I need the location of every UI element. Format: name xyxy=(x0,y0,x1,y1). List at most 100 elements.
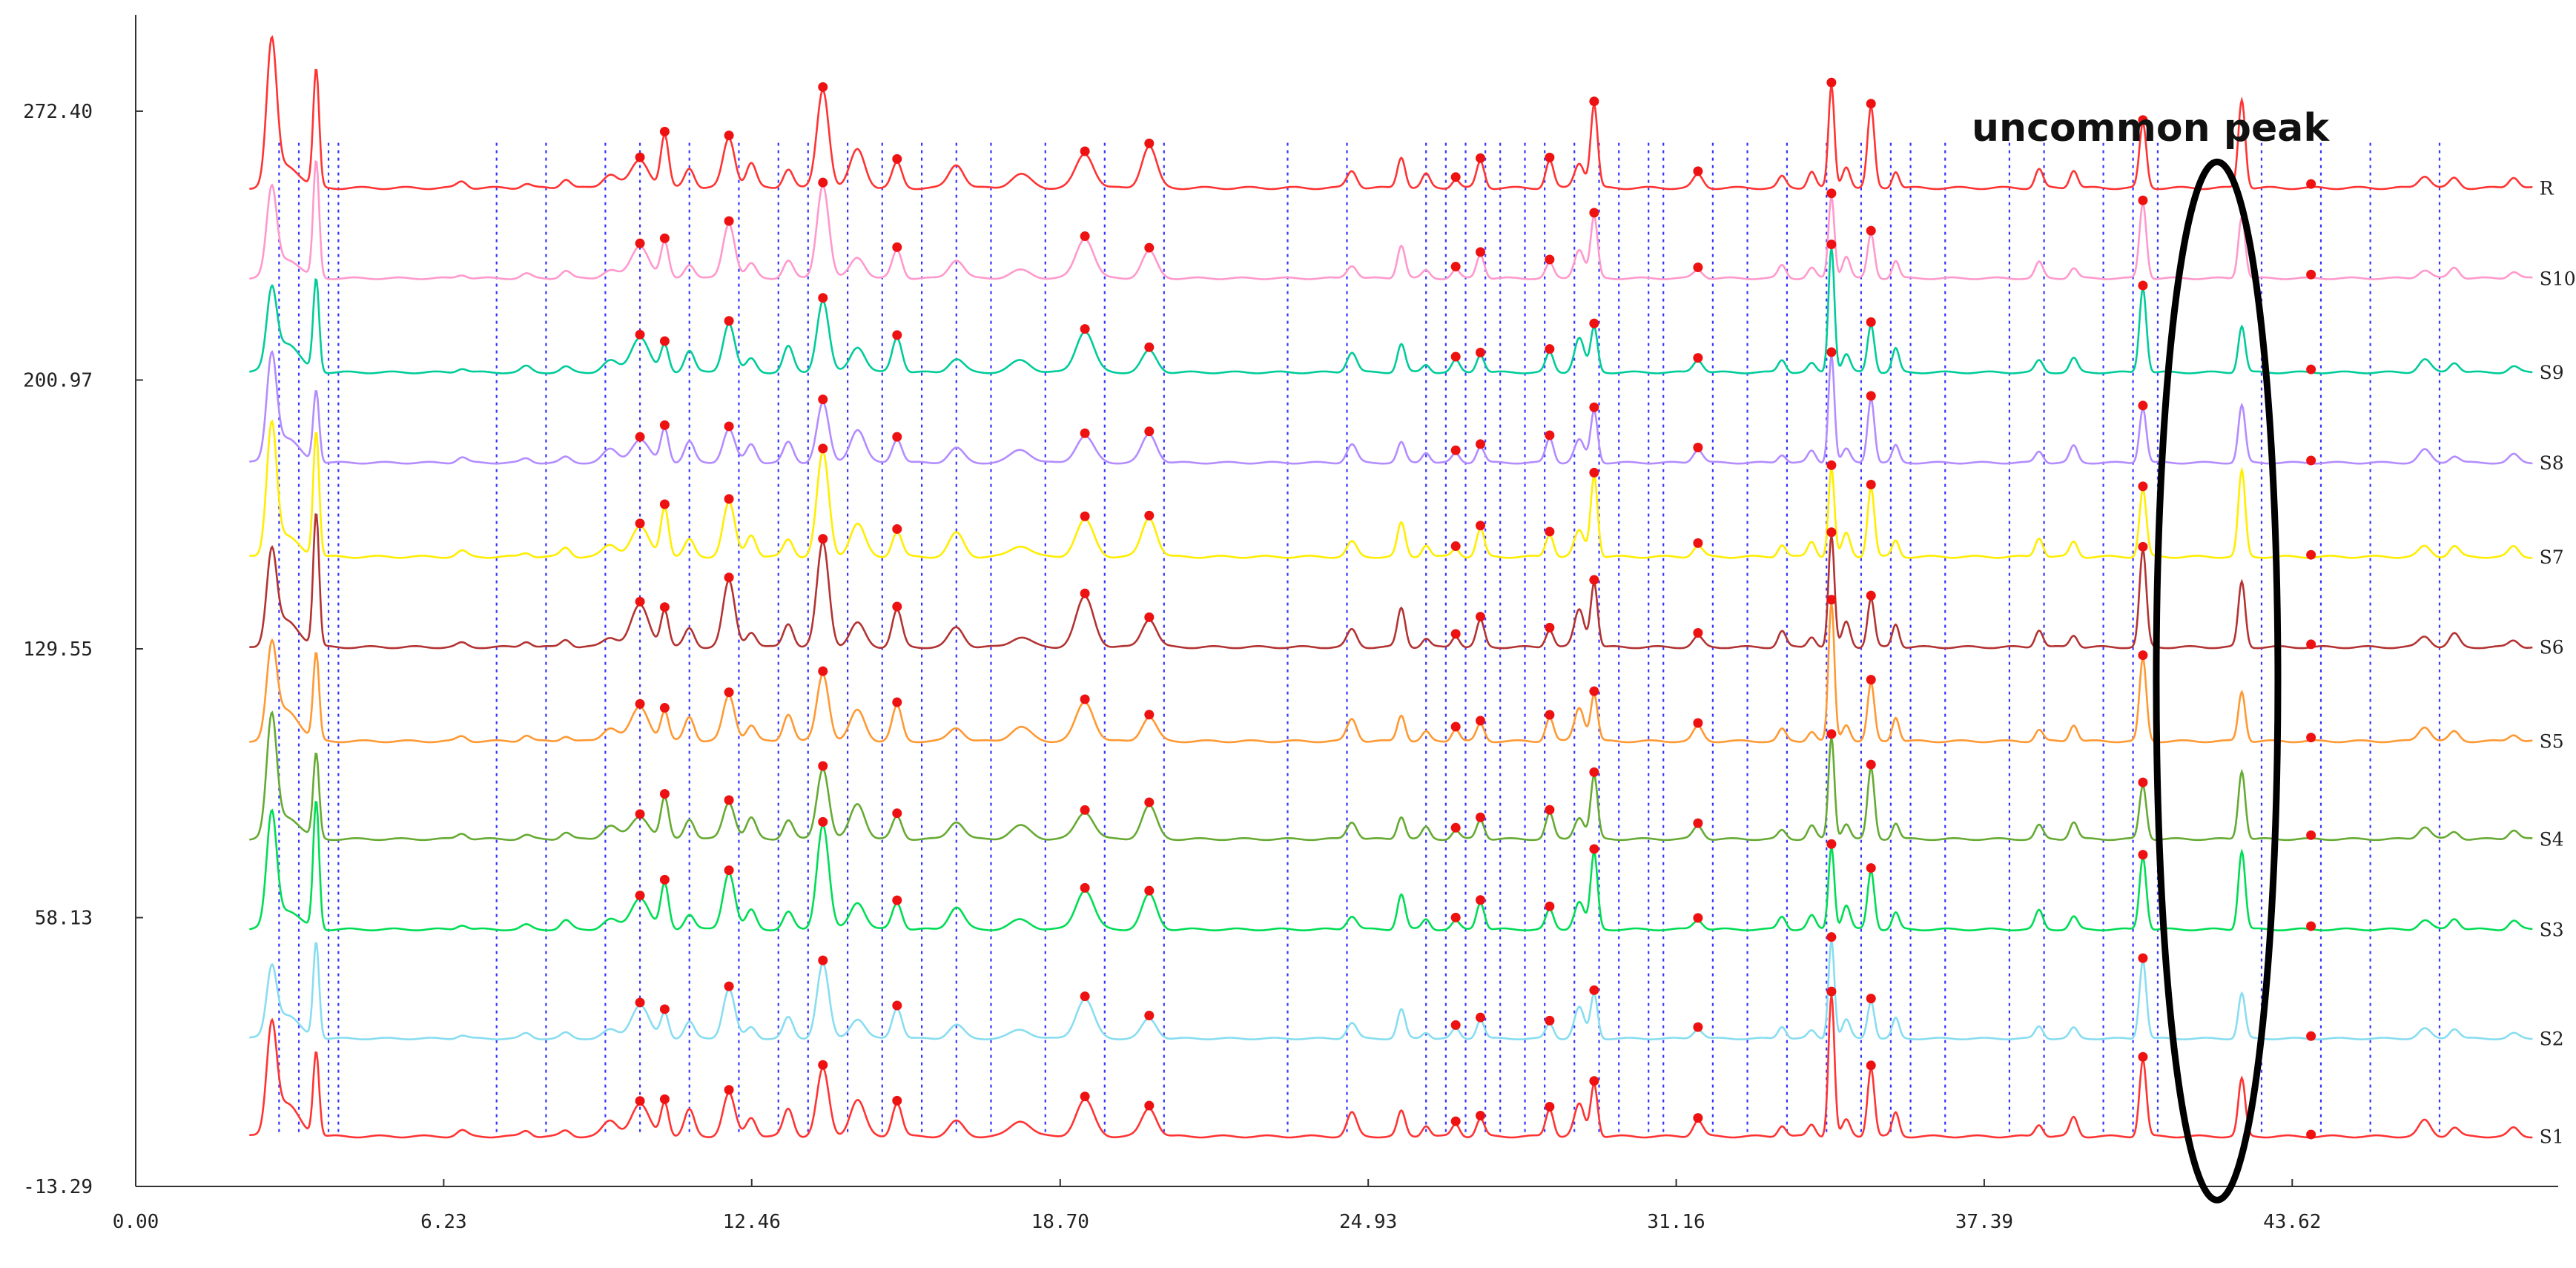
peak-marker xyxy=(1476,521,1486,531)
peak-marker xyxy=(1476,612,1486,622)
peak-marker xyxy=(1866,759,1876,770)
peak-marker xyxy=(1589,318,1599,328)
peak-marker xyxy=(1866,1060,1876,1071)
uncommon-peak-ellipse xyxy=(2153,158,2282,1203)
peak-marker xyxy=(1826,595,1837,605)
y-tick-label: 129.55 xyxy=(23,638,93,661)
peak-marker xyxy=(1144,426,1155,437)
peak-marker xyxy=(635,891,645,901)
peak-marker xyxy=(892,895,902,905)
peak-marker xyxy=(818,816,828,827)
peak-marker xyxy=(1144,885,1155,896)
peak-marker xyxy=(1476,1111,1486,1121)
peak-marker xyxy=(892,697,902,707)
peak-marker xyxy=(2306,1031,2316,1041)
peak-marker xyxy=(1693,1022,1703,1032)
peak-marker xyxy=(659,1004,670,1014)
peak-marker xyxy=(1826,460,1837,470)
peak-marker xyxy=(818,293,828,303)
peak-marker xyxy=(1589,1076,1599,1086)
peak-marker xyxy=(892,330,902,340)
series-line-s2 xyxy=(249,940,2533,1040)
series-line-s5 xyxy=(249,602,2533,744)
peak-marker xyxy=(2306,733,2316,743)
peak-marker xyxy=(1080,1092,1090,1102)
x-tick-label: 6.23 xyxy=(420,1211,467,1233)
peak-marker xyxy=(1080,146,1090,156)
peak-marker xyxy=(2138,541,2148,552)
y-tick-label: -13.29 xyxy=(23,1176,93,1198)
peak-marker xyxy=(892,153,902,164)
peak-markers xyxy=(635,77,2316,1140)
peak-marker xyxy=(1826,839,1837,849)
peak-marker xyxy=(1545,1101,1555,1112)
peak-marker xyxy=(1080,588,1090,598)
peak-marker xyxy=(2306,455,2316,466)
peak-marker xyxy=(818,1060,828,1070)
series-line-s1 xyxy=(249,994,2533,1139)
peak-marker xyxy=(724,865,734,876)
peak-marker xyxy=(724,687,734,698)
peak-marker xyxy=(1589,208,1599,218)
peak-marker xyxy=(659,874,670,885)
peak-marker xyxy=(1545,1015,1555,1026)
peak-marker xyxy=(1545,710,1555,720)
peak-marker xyxy=(892,601,902,612)
peak-marker xyxy=(1144,1010,1155,1020)
peak-marker xyxy=(1693,913,1703,923)
peak-marker xyxy=(635,596,645,607)
peak-marker xyxy=(818,761,828,771)
peak-marker xyxy=(818,443,828,454)
peak-marker xyxy=(1545,430,1555,440)
peak-marker xyxy=(724,131,734,141)
peak-marker xyxy=(1450,262,1461,272)
peak-marker xyxy=(818,177,828,188)
series-label-r: R xyxy=(2540,177,2554,199)
peak-marker xyxy=(1545,526,1555,537)
x-tick-label: 0.00 xyxy=(113,1211,159,1233)
series-label-s10: S10 xyxy=(2540,268,2576,289)
peak-marker xyxy=(1144,1100,1155,1111)
peak-marker xyxy=(1476,153,1486,163)
peak-marker xyxy=(1476,439,1486,449)
y-tick-label: 272.40 xyxy=(23,101,93,123)
series-label-s3: S3 xyxy=(2540,919,2564,940)
peak-marker xyxy=(724,795,734,805)
peak-marker xyxy=(724,572,734,583)
peak-marker xyxy=(635,809,645,819)
series-line-s4 xyxy=(249,710,2533,842)
y-tick-label: 58.13 xyxy=(35,907,93,929)
series-label-s4: S4 xyxy=(2540,829,2564,851)
peak-marker xyxy=(1080,694,1090,704)
peak-marker xyxy=(724,981,734,991)
peak-marker xyxy=(1450,629,1461,639)
peak-marker xyxy=(1826,527,1837,538)
series-label-s6: S6 xyxy=(2540,637,2564,658)
peak-marker xyxy=(1693,818,1703,828)
peak-marker xyxy=(1476,347,1486,357)
peak-marker xyxy=(1144,138,1155,148)
peak-marker xyxy=(1589,575,1599,585)
peak-marker xyxy=(818,394,828,405)
peak-marker xyxy=(1545,901,1555,911)
peak-marker xyxy=(818,955,828,965)
peak-marker xyxy=(1144,242,1155,253)
peak-marker xyxy=(1080,991,1090,1002)
peak-marker xyxy=(1080,882,1090,893)
x-tick-label: 37.39 xyxy=(1955,1211,2013,1233)
peak-marker xyxy=(818,534,828,544)
peak-marker xyxy=(1693,718,1703,728)
peak-marker xyxy=(635,997,645,1008)
peak-marker xyxy=(2306,830,2316,840)
peak-marker xyxy=(2138,280,2148,291)
peak-marker xyxy=(635,1096,645,1106)
peak-marker xyxy=(659,233,670,243)
peak-marker xyxy=(724,216,734,226)
peak-marker xyxy=(1450,721,1461,732)
peak-marker xyxy=(724,494,734,504)
peak-marker xyxy=(1866,863,1876,874)
peak-marker xyxy=(635,518,645,529)
peak-marker xyxy=(659,789,670,799)
